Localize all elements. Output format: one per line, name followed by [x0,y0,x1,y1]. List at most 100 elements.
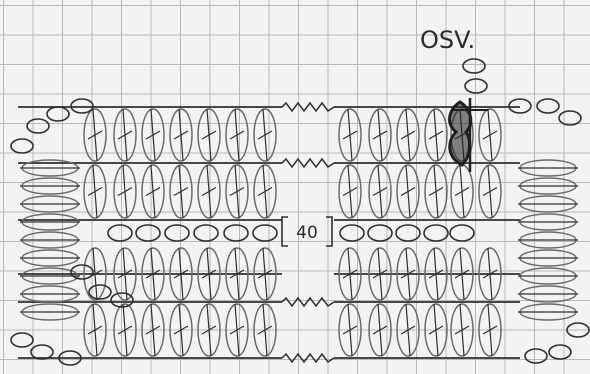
stitch-bar [117,325,133,335]
chain-oval [107,224,133,242]
stitch-loop [338,247,362,301]
stitch-loop [225,108,249,162]
stitch-bar [201,325,217,335]
stitch-bar [400,130,416,140]
left-end-stitches [20,159,80,321]
stitch-loop [478,303,502,357]
stitch-loop [396,108,420,162]
stitch-bar [87,325,103,335]
stitch-bar [173,325,189,335]
stitch-bar [117,269,133,279]
corner-chain [58,350,82,366]
stitch-bar [372,186,388,197]
repeat-zigzag [281,352,335,364]
stitch-bar [454,325,470,335]
corner-chain [70,264,94,280]
corner-chain [30,344,54,360]
corner-chain [88,284,112,300]
chain-oval [395,224,421,242]
chain-ovals [10,58,590,366]
stitch-bar [145,325,161,335]
stitch-columns [83,108,502,357]
stitch-bar [145,269,161,279]
stitch-bar [257,325,273,335]
stitch-loop [424,108,448,162]
stitch-loop [368,164,392,219]
corner-chain [10,138,34,154]
center-count-label: 40 [296,223,318,243]
stitch-bar [372,130,388,140]
start-marker: OSV. [420,26,488,172]
stitch-bar [87,130,103,140]
stitch-bar [428,325,444,335]
stitch-bar [482,130,498,140]
stitch-bar [372,269,388,279]
stitch-loop [113,247,137,301]
stitch-loop [83,303,107,357]
stitch-bar [342,186,358,197]
stitch-loop [338,108,362,162]
chain-oval [449,224,475,242]
stitch-loop [197,164,221,219]
stitch-bar [145,130,161,140]
stitch-loop [197,303,221,357]
stitch-loop [424,247,448,301]
stitch-bar [482,269,498,279]
repeat-zigzags [281,101,335,364]
chain-oval [193,224,219,242]
chain-oval [423,224,449,242]
stitch-loop [338,303,362,357]
stitch-loop [141,108,165,162]
stitch-loop [424,303,448,357]
stitch-loop [113,164,137,219]
stitch-bar [428,269,444,279]
stitch-bar [257,186,273,197]
chain-oval [164,224,190,242]
stitch-bar [454,186,470,197]
stitch-bar [229,186,245,197]
stitch-bar [482,325,498,335]
stitch-bar [201,269,217,279]
stitch-loop [396,164,420,219]
stitch-loop [169,303,193,357]
stitch-loop [197,108,221,162]
stitch-bar [342,130,358,140]
stitch-loop [368,108,392,162]
corner-chain [46,106,70,122]
stitch-loop [141,164,165,219]
stitch-loop [396,247,420,301]
stitch-bar [117,186,133,197]
stitch-bar [145,186,161,197]
stitch-loop [113,108,137,162]
stitch-loop [478,164,502,219]
corner-chain [548,344,572,360]
stitch-loop [141,247,165,301]
chain-oval [339,224,365,242]
stitch-bar [173,186,189,197]
corner-chain [508,98,532,114]
stitch-bar [229,325,245,335]
stitch-bar [400,186,416,197]
stitch-loop [169,164,193,219]
repeat-zigzag [281,101,335,113]
stitch-loop [478,108,502,162]
stitch-loop [169,247,193,301]
center-count-box: 40 [281,216,333,247]
stitch-loop [424,164,448,219]
corner-chain [558,110,582,126]
stitch-loop [478,247,502,301]
corner-chain [536,98,560,114]
corner-chain [524,348,548,364]
chain-oval [135,224,161,242]
stitch-loop [368,247,392,301]
stitch-bar [201,186,217,197]
stitch-loop [450,303,474,357]
stitch-bar [257,269,273,279]
stitch-bar [482,186,498,197]
stitch-loop [83,108,107,162]
stitch-loop [253,303,277,357]
stitch-loop [169,108,193,162]
stitch-bar [117,130,133,140]
stitch-bar [173,130,189,140]
stitch-loop [225,247,249,301]
